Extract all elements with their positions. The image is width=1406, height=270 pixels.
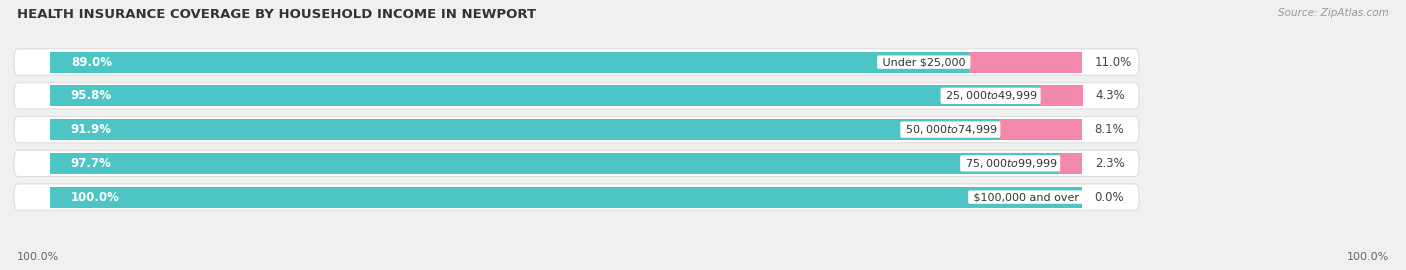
Text: Source: ZipAtlas.com: Source: ZipAtlas.com [1278, 8, 1389, 18]
FancyBboxPatch shape [14, 150, 1139, 177]
Text: 100.0%: 100.0% [17, 252, 59, 262]
FancyBboxPatch shape [14, 49, 1139, 75]
Bar [998, 119, 1083, 140]
Text: 8.1%: 8.1% [1095, 123, 1125, 136]
Text: HEALTH INSURANCE COVERAGE BY HOUSEHOLD INCOME IN NEWPORT: HEALTH INSURANCE COVERAGE BY HOUSEHOLD I… [17, 8, 536, 21]
Text: 11.0%: 11.0% [1095, 56, 1132, 69]
Bar [51, 119, 998, 140]
FancyBboxPatch shape [14, 116, 1139, 143]
Text: 0.0%: 0.0% [1095, 191, 1125, 204]
Text: Under $25,000: Under $25,000 [879, 57, 969, 67]
Text: 97.7%: 97.7% [70, 157, 111, 170]
Bar [969, 52, 1083, 73]
Text: $50,000 to $74,999: $50,000 to $74,999 [903, 123, 998, 136]
Bar [51, 153, 1059, 174]
Bar [51, 187, 1083, 208]
FancyBboxPatch shape [14, 184, 1139, 210]
Text: 91.9%: 91.9% [70, 123, 112, 136]
Bar [1059, 153, 1083, 174]
Bar [51, 85, 1039, 106]
Text: 4.3%: 4.3% [1095, 89, 1125, 102]
Bar [51, 52, 969, 73]
Text: 100.0%: 100.0% [70, 191, 120, 204]
Text: 100.0%: 100.0% [1347, 252, 1389, 262]
Text: $25,000 to $49,999: $25,000 to $49,999 [942, 89, 1039, 102]
Text: $75,000 to $99,999: $75,000 to $99,999 [962, 157, 1059, 170]
FancyBboxPatch shape [14, 83, 1139, 109]
Text: 95.8%: 95.8% [70, 89, 112, 102]
Text: $100,000 and over: $100,000 and over [970, 192, 1083, 202]
Text: 89.0%: 89.0% [70, 56, 112, 69]
Text: 2.3%: 2.3% [1095, 157, 1125, 170]
Bar [1039, 85, 1084, 106]
